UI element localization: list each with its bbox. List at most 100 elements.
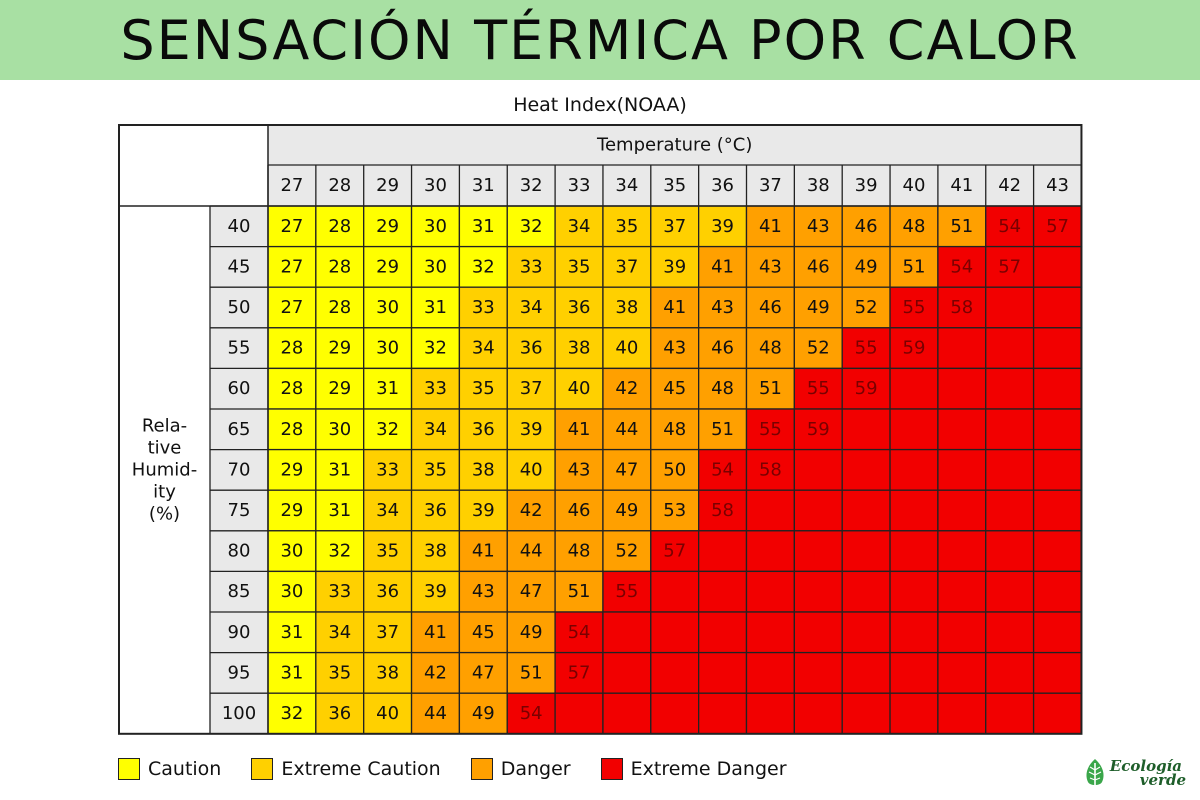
temperature-tick-label: 27 bbox=[280, 175, 303, 196]
heat-value: 52 bbox=[807, 338, 830, 359]
heat-value: 37 bbox=[663, 216, 686, 237]
heat-cell bbox=[985, 651, 1035, 694]
heat-cell bbox=[554, 367, 604, 410]
legend-item-danger: Danger bbox=[470, 758, 571, 780]
temperature-tick-label: 42 bbox=[998, 175, 1021, 196]
heat-cell bbox=[889, 692, 939, 735]
heat-cell bbox=[793, 327, 843, 370]
heat-value: 48 bbox=[903, 216, 926, 237]
heat-cell bbox=[554, 327, 604, 370]
heat-cell bbox=[745, 651, 795, 694]
heat-value: 57 bbox=[568, 662, 591, 683]
heat-cell bbox=[506, 692, 556, 735]
heat-value: 31 bbox=[376, 378, 399, 399]
heat-value: 51 bbox=[903, 256, 926, 277]
heat-cell bbox=[554, 692, 604, 735]
heat-cell bbox=[650, 205, 700, 248]
heat-cell bbox=[1032, 570, 1083, 613]
heat-cell bbox=[745, 692, 795, 735]
temperature-tick-label: 34 bbox=[615, 175, 638, 196]
heat-value: 49 bbox=[615, 500, 638, 521]
heat-value: 31 bbox=[280, 622, 303, 643]
heat-cell bbox=[1032, 611, 1083, 654]
heat-value: 49 bbox=[472, 703, 495, 724]
heat-cell bbox=[602, 408, 652, 451]
heat-cell bbox=[506, 245, 556, 288]
heat-value: 54 bbox=[520, 703, 543, 724]
heat-value: 40 bbox=[615, 338, 638, 359]
legend-item-caution: Caution bbox=[118, 758, 221, 780]
heat-value: 32 bbox=[376, 419, 399, 440]
heat-value: 40 bbox=[520, 459, 543, 480]
heat-value: 51 bbox=[759, 378, 782, 399]
legend-item-extreme-caution: Extreme Caution bbox=[251, 758, 441, 780]
heat-value: 41 bbox=[568, 419, 591, 440]
heat-value: 45 bbox=[472, 622, 495, 643]
heat-value: 35 bbox=[615, 216, 638, 237]
heat-cell bbox=[937, 651, 987, 694]
heat-cell bbox=[458, 286, 508, 329]
heat-value: 39 bbox=[520, 419, 543, 440]
heat-cell bbox=[650, 327, 700, 370]
heat-value: 28 bbox=[328, 297, 351, 318]
heat-value: 38 bbox=[376, 662, 399, 683]
heat-value: 58 bbox=[950, 297, 973, 318]
heat-value: 46 bbox=[568, 500, 591, 521]
heat-cell bbox=[554, 245, 604, 288]
heat-cell bbox=[745, 489, 795, 532]
heat-value: 47 bbox=[615, 459, 638, 480]
heat-value: 51 bbox=[711, 419, 734, 440]
heat-value: 34 bbox=[328, 622, 351, 643]
heat-cell bbox=[1032, 286, 1083, 329]
heat-value: 38 bbox=[568, 338, 591, 359]
heat-value: 30 bbox=[424, 216, 447, 237]
heat-value: 30 bbox=[424, 256, 447, 277]
heat-value: 38 bbox=[615, 297, 638, 318]
heat-value: 59 bbox=[807, 419, 830, 440]
heat-cell bbox=[698, 651, 748, 694]
heat-value: 59 bbox=[903, 338, 926, 359]
heat-cell bbox=[985, 570, 1035, 613]
heat-value: 32 bbox=[520, 216, 543, 237]
heat-value: 33 bbox=[376, 459, 399, 480]
heat-cell bbox=[410, 327, 461, 370]
heat-value: 32 bbox=[424, 338, 447, 359]
heat-cell bbox=[889, 286, 939, 329]
heat-value: 27 bbox=[280, 216, 303, 237]
heat-cell bbox=[458, 692, 508, 735]
heat-value: 47 bbox=[520, 581, 543, 602]
heat-value: 36 bbox=[424, 500, 447, 521]
humidity-tick-label: 50 bbox=[228, 297, 251, 318]
heat-value: 43 bbox=[568, 459, 591, 480]
heat-value: 36 bbox=[520, 338, 543, 359]
legend-swatch-extreme-danger bbox=[600, 758, 623, 780]
heat-cell bbox=[841, 651, 891, 694]
heat-cell bbox=[793, 286, 843, 329]
heat-value: 28 bbox=[280, 419, 303, 440]
heat-cell bbox=[698, 611, 748, 654]
heat-cell bbox=[363, 327, 413, 370]
heat-cell bbox=[1032, 489, 1083, 532]
heat-cell bbox=[985, 448, 1035, 491]
heat-cell bbox=[793, 651, 843, 694]
humidity-tick-label: 75 bbox=[228, 500, 251, 521]
heat-value: 34 bbox=[376, 500, 399, 521]
heat-value: 36 bbox=[376, 581, 399, 602]
humidity-tick-label: 85 bbox=[228, 581, 251, 602]
heat-cell bbox=[841, 489, 891, 532]
heat-cell bbox=[410, 408, 461, 451]
heat-cell bbox=[1032, 448, 1083, 491]
table-border bbox=[118, 124, 1083, 735]
heat-value: 46 bbox=[807, 256, 830, 277]
row-header-label: Humid- bbox=[132, 460, 197, 481]
heat-value: 41 bbox=[424, 622, 447, 643]
heat-value: 30 bbox=[280, 581, 303, 602]
heat-value: 29 bbox=[280, 459, 303, 480]
heat-value: 28 bbox=[328, 216, 351, 237]
heat-cell bbox=[698, 489, 748, 532]
heat-value: 43 bbox=[711, 297, 734, 318]
heat-value: 54 bbox=[568, 622, 591, 643]
heat-value: 35 bbox=[424, 459, 447, 480]
temperature-tick-label: 39 bbox=[855, 175, 878, 196]
heat-cell bbox=[458, 448, 508, 491]
